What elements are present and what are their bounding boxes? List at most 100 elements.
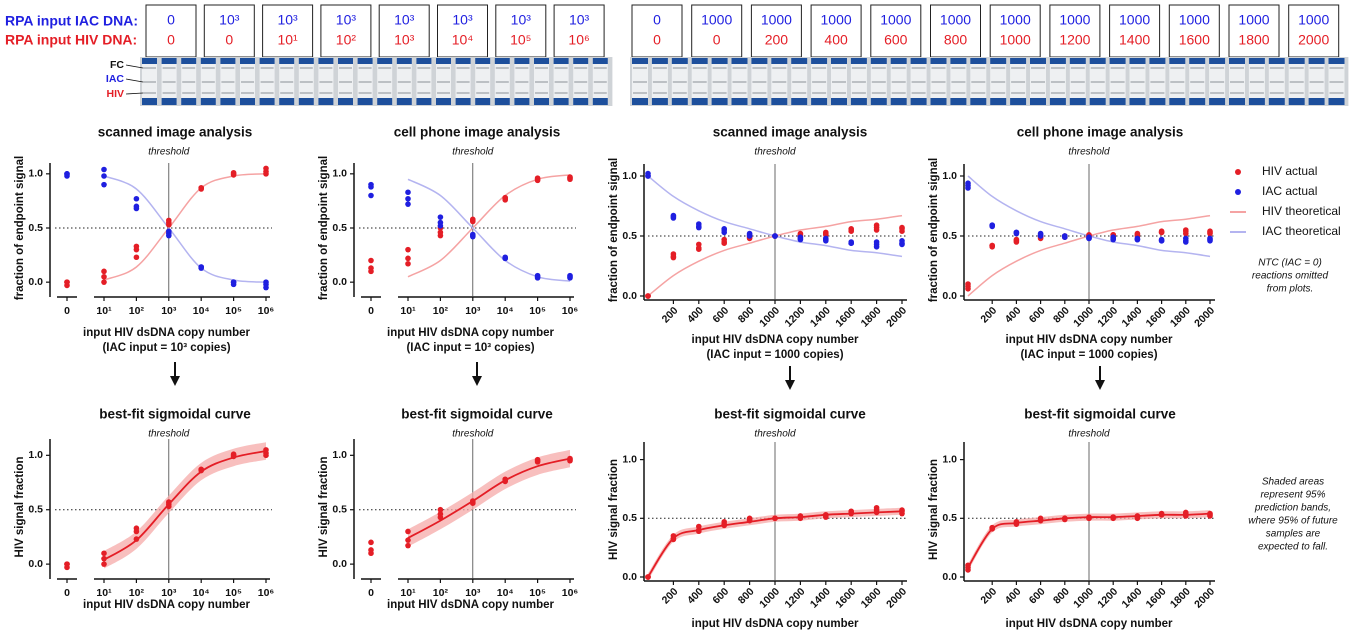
x-tick-label: 1000 — [757, 304, 782, 329]
strip-pad — [357, 58, 373, 64]
point — [405, 201, 411, 207]
x-tick-label: 200 — [978, 304, 999, 325]
strip-pad — [970, 98, 987, 105]
point — [670, 536, 677, 543]
condition-box — [378, 4, 430, 58]
hiv-input: 10⁴ — [452, 32, 474, 48]
y-tick-label: 0.5 — [28, 222, 43, 234]
point — [405, 542, 411, 549]
point — [230, 279, 237, 285]
point — [645, 173, 651, 179]
strip-pad — [436, 98, 451, 105]
chart: cell phone image analysis threshold fracti… — [318, 125, 578, 354]
y-tick-label: 1.0 — [28, 449, 43, 461]
point — [101, 166, 107, 173]
strip-pointer — [125, 78, 144, 83]
x-tick-label: 10³ — [161, 305, 177, 317]
point — [1158, 229, 1165, 236]
condition-box — [320, 4, 372, 58]
chart-title: scanned image analysis — [713, 125, 868, 140]
point — [797, 236, 804, 243]
strip-pad — [1089, 98, 1106, 105]
point — [696, 224, 702, 231]
point — [989, 244, 995, 250]
point — [823, 514, 829, 520]
point — [368, 192, 374, 199]
legend-label: HIV theoretical — [1262, 204, 1341, 218]
strip-pad — [553, 58, 569, 64]
strip-pad — [279, 58, 295, 64]
point — [567, 176, 573, 183]
strip-pad — [1010, 98, 1027, 105]
point — [263, 279, 269, 285]
y-tick-label: 1.0 — [942, 170, 957, 182]
strip-pad — [142, 98, 157, 105]
curve — [103, 175, 267, 283]
annotation: threshold — [452, 147, 494, 158]
strip-pad — [691, 58, 708, 64]
strip-pad — [671, 58, 688, 64]
x-tick-label: 10³ — [161, 587, 177, 599]
x-tick-label: 1000 — [1071, 304, 1096, 329]
x-axis-label: input HIV dsDNA copy number — [1006, 334, 1173, 346]
strip-pad — [259, 98, 275, 105]
point — [1183, 513, 1189, 519]
strip-pad — [475, 58, 491, 64]
x-tick-label: 1200 — [782, 585, 807, 610]
iac-input: 1000 — [821, 12, 852, 28]
strip-pad — [1049, 98, 1066, 105]
strip-pad — [1189, 98, 1206, 105]
point — [166, 503, 172, 510]
x-tick-label: 1600 — [1144, 304, 1169, 329]
note: where 95% of future — [1248, 516, 1338, 527]
condition-box — [989, 4, 1041, 58]
strip-pad — [396, 58, 412, 64]
point — [848, 510, 854, 517]
point — [437, 506, 444, 513]
x-tick-label: 600 — [1027, 585, 1048, 606]
point — [101, 279, 107, 285]
point — [166, 232, 172, 239]
y-tick-label: 1.0 — [332, 168, 347, 180]
x-axis-label: input HIV dsDNA copy number — [387, 327, 554, 339]
strip-pad — [220, 98, 236, 105]
strip-pad — [161, 98, 177, 105]
strip-pad — [1268, 98, 1285, 105]
point — [368, 539, 374, 546]
strip-pad — [671, 98, 688, 105]
note: reactions omitted — [1252, 271, 1329, 282]
strip-pad — [850, 58, 867, 64]
chart: best-fit sigmoidal curve threshold HIV sig… — [928, 407, 1217, 630]
x-tick-label: 2000 — [1192, 585, 1217, 610]
strip-pad — [416, 58, 432, 64]
y-tick-label: 1.0 — [28, 168, 43, 180]
strip-pad — [990, 58, 1007, 64]
strip-pad — [771, 58, 788, 64]
point — [133, 254, 140, 261]
x-tick-label: 200 — [978, 585, 999, 606]
point — [1062, 516, 1068, 523]
iac-input: 10³ — [394, 12, 415, 28]
x-tick-label: 10⁴ — [193, 587, 210, 599]
x-tick-label: 1800 — [859, 585, 884, 610]
strip-pad — [1308, 98, 1325, 105]
point — [368, 184, 374, 190]
chart: best-fit sigmoidal curve threshold HIV sig… — [14, 407, 274, 611]
strip-pad — [731, 98, 748, 105]
x-tick-label: 800 — [1051, 304, 1072, 325]
strip-pad — [1010, 58, 1027, 64]
point — [470, 500, 476, 506]
hiv-input: 200 — [765, 32, 789, 48]
strip-pad — [850, 98, 867, 105]
iac-input: 1000 — [1059, 12, 1090, 28]
chart-title: best-fit sigmoidal curve — [1024, 407, 1176, 422]
condition-box — [495, 4, 547, 58]
x-tick-label: 10² — [433, 305, 449, 317]
chart: cell phone image analysis threshold fracti… — [928, 125, 1217, 361]
x-tick-label: 10² — [129, 305, 145, 317]
point — [470, 233, 476, 240]
curve — [103, 450, 267, 561]
hiv-input: 10⁶ — [568, 32, 589, 48]
strip-pad — [990, 98, 1007, 105]
annotation: threshold — [148, 429, 190, 440]
